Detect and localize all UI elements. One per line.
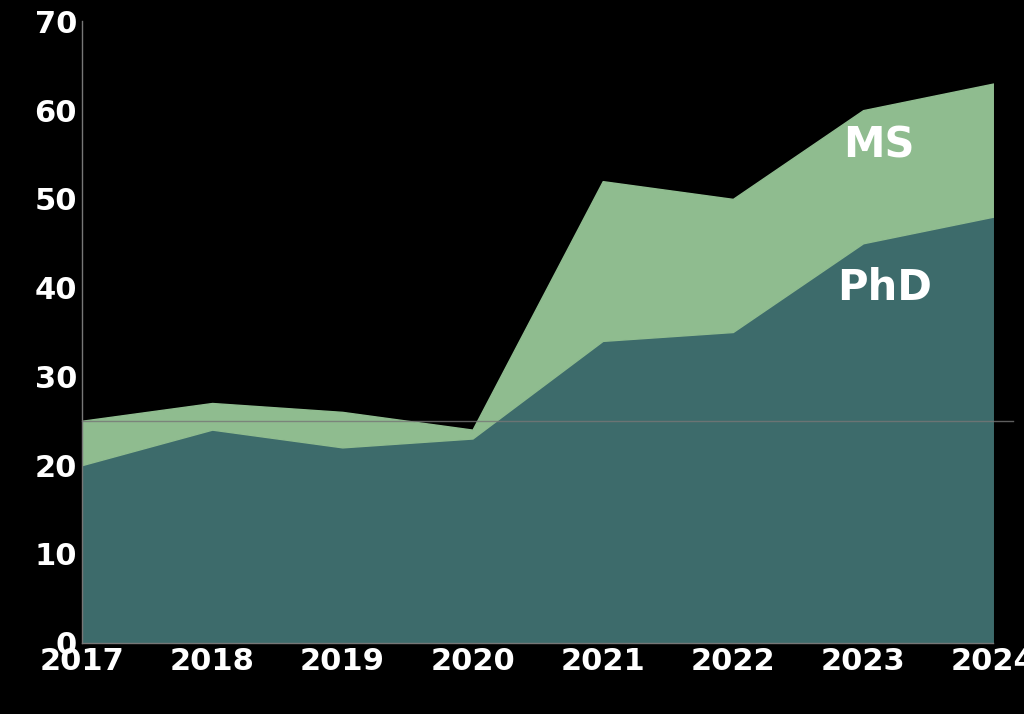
Text: PhD: PhD [837, 266, 932, 308]
Text: MS: MS [844, 125, 915, 166]
